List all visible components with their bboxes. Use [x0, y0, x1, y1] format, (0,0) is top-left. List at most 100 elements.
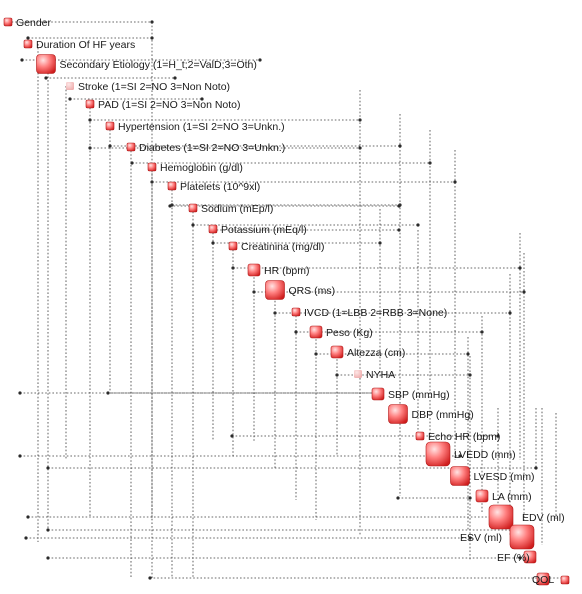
connector-endpoint: [453, 180, 457, 184]
node-layer: Gender Duration Of HF years Secondary Etio…: [3, 17, 570, 586]
node-diabetes: Diabetes (1=SI 2=NO 3=Unkn.): [126, 142, 285, 154]
node-square: [167, 181, 177, 191]
connector-endpoint: [18, 454, 22, 458]
node-label: QOL: [532, 574, 554, 586]
node-square: [265, 280, 285, 300]
node-altezza: Altezza (cm): [330, 345, 405, 359]
node-label: IVCD (1=LBB 2=RBB 3=None): [304, 307, 447, 319]
node-square: [425, 441, 451, 467]
node-square: [536, 572, 550, 586]
connector-layer: [6, 20, 567, 580]
node-square: [85, 99, 95, 109]
node-label: Secondary Etiology (1=H_t;2=ValD;3=Oth): [60, 59, 257, 71]
node-hr: HR (bpm): [247, 263, 310, 277]
connector-endpoint: [416, 223, 420, 227]
node-sec-etiology: Secondary Etiology (1=H_t;2=ValD;3=Oth): [36, 54, 257, 74]
connector-endpoint: [46, 556, 50, 560]
node-echo-hr: Echo HR (bpm): [415, 431, 500, 443]
node-label: SBP (mmHg): [388, 389, 450, 401]
node-label: Diabetes (1=SI 2=NO 3=Unkn.): [139, 142, 285, 154]
node-label: Sodium (mEp/l): [201, 203, 273, 215]
node-label: Potassium (mEq/l): [221, 224, 307, 236]
connector-endpoint: [44, 76, 48, 80]
node-label: Platelets (10^9xl): [180, 181, 260, 193]
connector-endpoint: [258, 58, 262, 62]
node-square: [450, 466, 470, 486]
connector-endpoint: [46, 528, 50, 532]
node-hypertension: Hypertension (1=SI 2=NO 3=Unkn.): [105, 121, 285, 133]
connector-endpoint: [398, 144, 402, 148]
connector-endpoint: [468, 536, 472, 540]
node-label: Gender: [16, 17, 52, 29]
node-platelets: Platelets (10^9xl): [167, 181, 260, 193]
connector-endpoint: [26, 515, 30, 519]
node-square: [291, 307, 301, 317]
node-square: [371, 387, 385, 401]
node-square: [147, 162, 157, 172]
connector-endpoint: [18, 391, 22, 395]
node-square: [208, 224, 218, 234]
node-creatinina: Creatinina (mg/dl): [228, 241, 324, 253]
connector-endpoint: [108, 144, 112, 148]
node-nyha: NYHA: [354, 369, 395, 381]
node-label: PAD (1=SI 2=NO 3=Non Noto): [98, 99, 241, 111]
connector-endpoint: [458, 454, 462, 458]
node-square: [560, 575, 570, 585]
node-label: Altezza (cm): [347, 347, 405, 359]
connector-endpoint: [466, 352, 470, 356]
node-dbp: DBP (mmHg): [388, 404, 474, 424]
connector-endpoint: [46, 466, 50, 470]
node-label: QRS (ms): [289, 285, 336, 297]
node-square: [66, 82, 74, 90]
connector-endpoint: [191, 223, 195, 227]
node-square: [309, 325, 323, 339]
connector-endpoint: [106, 391, 110, 395]
node-pad: PAD (1=SI 2=NO 3=Non Noto): [85, 99, 241, 111]
node-square: [247, 263, 261, 277]
connector-endpoint: [148, 576, 152, 580]
node-square: [388, 404, 408, 424]
node-square: [105, 121, 115, 131]
node-label: EDV (ml): [522, 512, 565, 524]
connector-endpoint: [294, 330, 298, 334]
connector-endpoint: [173, 76, 177, 80]
node-label: Creatinina (mg/dl): [241, 241, 324, 253]
node-qrs: QRS (ms): [265, 280, 336, 300]
node-label: HR (bpm): [264, 265, 310, 277]
node-label: Hypertension (1=SI 2=NO 3=Unkn.): [118, 121, 285, 133]
connector-endpoint: [211, 241, 215, 245]
node-stroke: Stroke (1=SI 2=NO 3=Non Noto): [66, 81, 230, 93]
node-label: Stroke (1=SI 2=NO 3=Non Noto): [78, 81, 230, 93]
node-label: Duration Of HF years: [36, 39, 135, 51]
connector-endpoint: [522, 290, 526, 294]
node-gender: Gender: [3, 17, 52, 29]
node-potassium: Potassium (mEq/l): [208, 224, 307, 236]
node-label: Hemoglobin (g/dl): [160, 162, 243, 174]
node-label: DBP (mmHg): [412, 409, 474, 421]
node-qol: QOL: [532, 572, 554, 586]
node-square: [228, 241, 238, 251]
node-square: [509, 524, 535, 550]
connector-endpoint: [508, 311, 512, 315]
node-label: EF (%): [497, 552, 530, 564]
node-square: [354, 370, 362, 378]
connector-endpoint: [26, 36, 30, 40]
connector-endpoint: [396, 496, 400, 500]
node-square: [488, 504, 514, 530]
node-end: [560, 575, 570, 585]
node-lvedd: LVEDD (mm): [425, 441, 516, 467]
node-label: LVEDD (mm): [454, 449, 516, 461]
node-label: Peso (Kg): [326, 327, 373, 339]
node-edv: EDV (ml): [488, 504, 565, 530]
node-hemoglobin: Hemoglobin (g/dl): [147, 162, 243, 174]
node-duration: Duration Of HF years: [23, 39, 135, 51]
node-label: NYHA: [366, 369, 395, 381]
connector-endpoint: [24, 536, 28, 540]
node-square: [3, 17, 13, 27]
node-square: [475, 489, 489, 503]
node-label: Echo HR (bpm): [428, 431, 500, 443]
node-ivcd: IVCD (1=LBB 2=RBB 3=None): [291, 307, 447, 319]
node-label: LVESD (mm): [474, 471, 535, 483]
node-square: [188, 203, 198, 213]
